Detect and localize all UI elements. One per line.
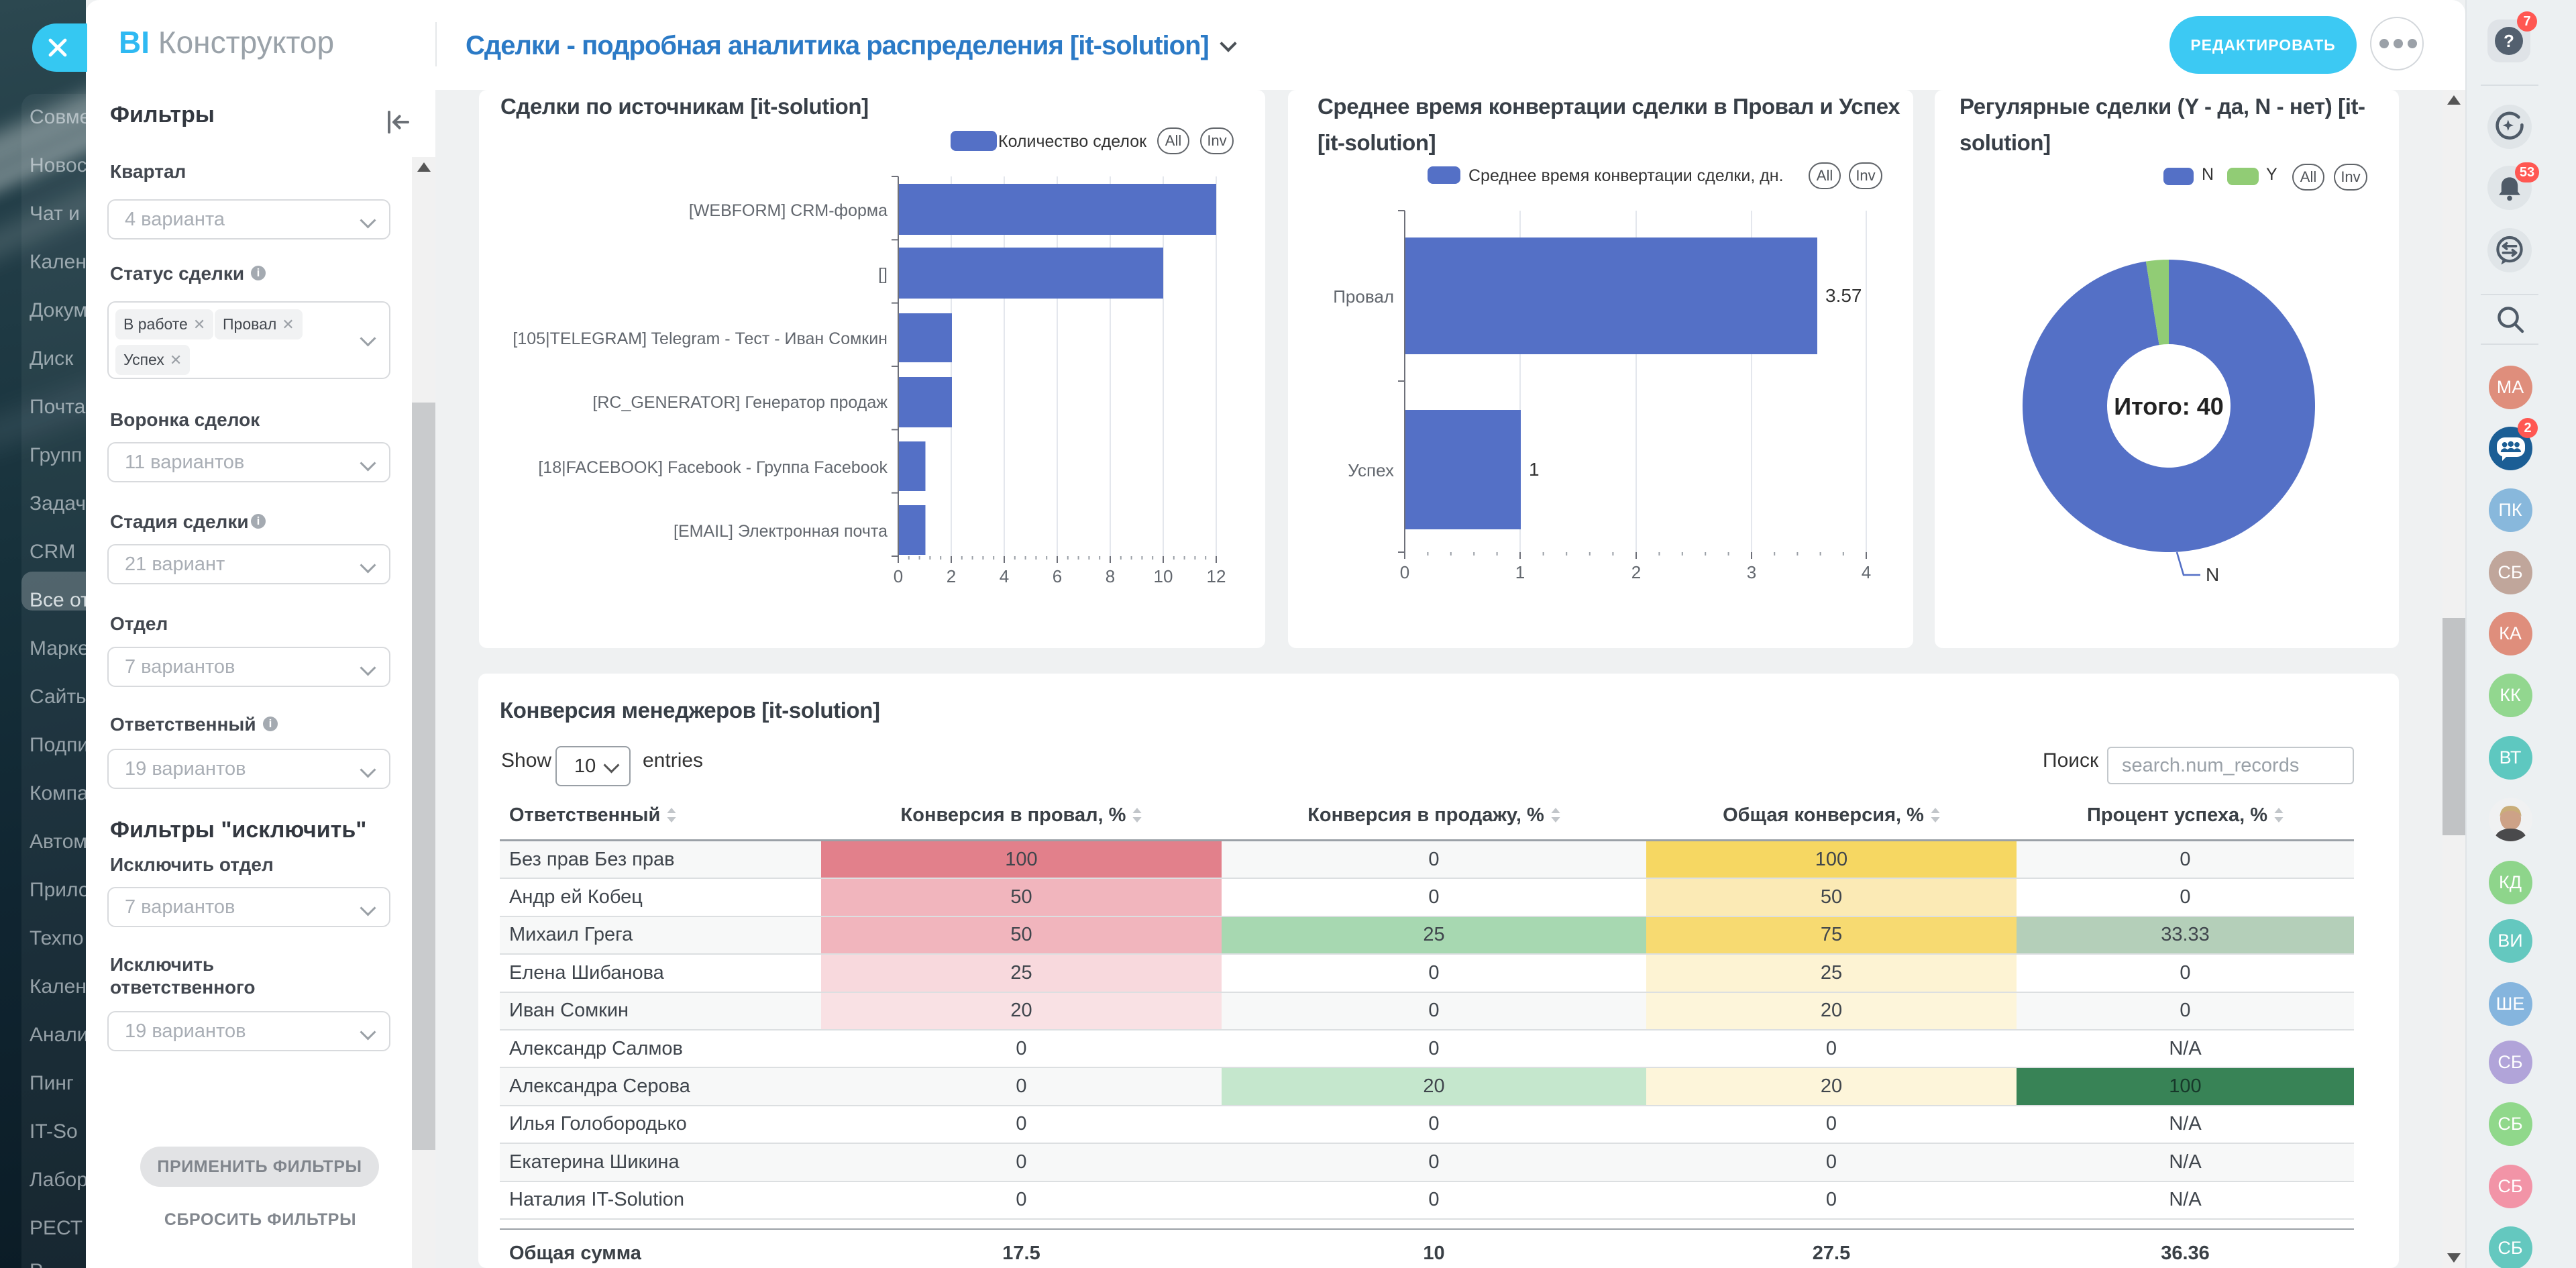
svg-text:Итого: 40: Итого: 40 [2114, 392, 2224, 420]
svg-text:0: 0 [1400, 562, 1409, 582]
svg-text:0: 0 [894, 566, 903, 586]
svg-text:10: 10 [1154, 566, 1173, 586]
svg-text:12: 12 [1207, 566, 1226, 586]
svg-text:N: N [2206, 564, 2219, 585]
svg-text:8: 8 [1106, 566, 1115, 586]
svg-text:[105|TELEGRAM] Telegram - Тест: [105|TELEGRAM] Telegram - Тест - Иван Со… [513, 329, 888, 348]
svg-text:3: 3 [1747, 562, 1756, 582]
svg-text:[EMAIL] Электронная почта: [EMAIL] Электронная почта [674, 522, 888, 541]
svg-text:6: 6 [1053, 566, 1062, 586]
svg-text:1: 1 [1529, 459, 1540, 480]
svg-text:[WEBFORM] CRM-форма: [WEBFORM] CRM-форма [689, 201, 888, 220]
svg-text:[RC_GENERATOR] Генератор прода: [RC_GENERATOR] Генератор продаж [592, 393, 888, 412]
svg-text:[18|FACEBOOK] Facebook - Групп: [18|FACEBOOK] Facebook - Группа Facebook [538, 458, 888, 477]
svg-text:Провал: Провал [1333, 286, 1394, 307]
svg-text:4: 4 [1000, 566, 1009, 586]
svg-text:2: 2 [1631, 562, 1641, 582]
svg-text:[]: [] [878, 265, 888, 284]
svg-text:3.57: 3.57 [1825, 285, 1862, 306]
svg-text:4: 4 [1862, 562, 1871, 582]
svg-text:2: 2 [947, 566, 956, 586]
svg-text:1: 1 [1515, 562, 1525, 582]
svg-text:Успех: Успех [1348, 460, 1394, 480]
